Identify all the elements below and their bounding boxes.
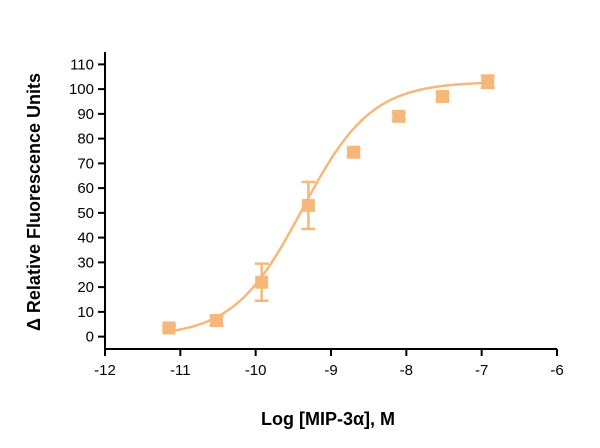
y-tick-label: 60 <box>77 180 94 197</box>
square-marker <box>209 314 223 328</box>
y-tick-label: 0 <box>86 329 94 346</box>
data-point <box>254 262 269 302</box>
y-tick-label: 40 <box>77 230 94 247</box>
y-tick-label: 50 <box>77 205 94 222</box>
x-axis-title: Log [MIP-3α], M <box>261 409 395 429</box>
x-tick-label: -9 <box>324 362 337 379</box>
data-point <box>480 74 495 90</box>
square-marker <box>347 145 361 159</box>
x-tick-label: -10 <box>245 362 267 379</box>
x-tick-label: -8 <box>400 362 413 379</box>
data-point <box>346 145 361 159</box>
y-tick-label: 30 <box>77 254 94 271</box>
data-point <box>162 321 177 335</box>
y-tick-label: 110 <box>70 56 94 73</box>
fit-curve-layer <box>168 81 488 333</box>
data-points-layer <box>162 74 495 335</box>
x-tick-label: -11 <box>170 362 191 379</box>
square-marker <box>435 90 449 104</box>
x-tick-label: -7 <box>475 362 488 379</box>
square-marker <box>301 198 315 212</box>
square-marker <box>392 109 406 123</box>
y-tick-label: 70 <box>77 155 94 172</box>
y-tick-label: 10 <box>77 304 94 321</box>
data-point <box>301 180 316 231</box>
data-point <box>391 109 406 123</box>
x-tick-label: -6 <box>550 362 563 379</box>
axes: 0 10 20 30 40 50 60 70 80 90 100 110 -12 -11 -10 -9 -8 -7… <box>69 52 564 379</box>
square-marker <box>255 275 269 289</box>
data-point <box>435 90 450 104</box>
y-tick-label: 90 <box>77 106 94 123</box>
square-marker <box>481 75 495 89</box>
square-marker <box>162 321 176 335</box>
data-point <box>209 314 224 328</box>
y-tick-label: 100 <box>69 81 94 98</box>
y-axis-title: Δ Relative Fluorescence Units <box>24 73 44 331</box>
y-tick-label: 80 <box>77 131 94 148</box>
x-tick-label: -12 <box>94 362 116 379</box>
y-tick-label: 20 <box>77 279 94 296</box>
fit-curve <box>168 81 488 333</box>
